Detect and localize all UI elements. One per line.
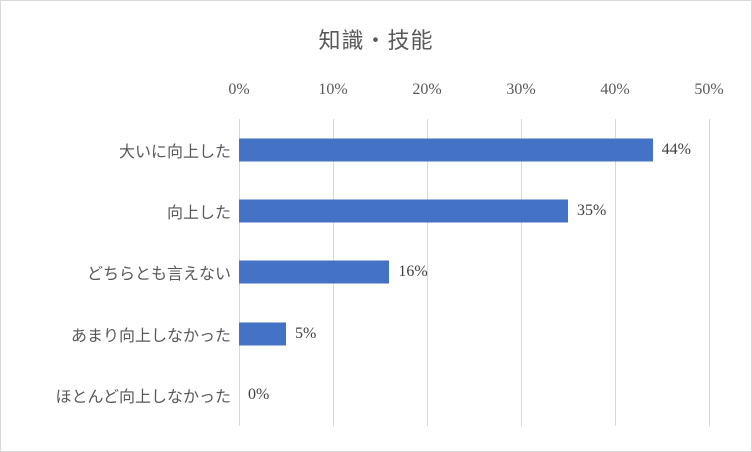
x-axis-tick-label: 0% bbox=[228, 81, 250, 98]
category-axis-labels: 大いに向上した向上したどちらとも言えないあまり向上しなかったほとんど向上しなかっ… bbox=[1, 119, 231, 426]
category-label: あまり向上しなかった bbox=[70, 327, 231, 345]
x-axis-tick-label: 20% bbox=[412, 81, 442, 98]
bar-0 bbox=[239, 138, 653, 162]
x-axis-tick-label: 50% bbox=[694, 81, 724, 98]
gridline bbox=[615, 119, 616, 426]
category-label: 向上した bbox=[166, 205, 231, 223]
bar-row: 5% bbox=[239, 303, 709, 364]
bar-3 bbox=[239, 322, 286, 346]
bar-row: 16% bbox=[239, 242, 709, 303]
x-axis-tick-label: 10% bbox=[318, 81, 348, 98]
x-axis-tick-label: 40% bbox=[600, 81, 630, 98]
bar-row: 44% bbox=[239, 119, 709, 180]
data-label: 0% bbox=[248, 386, 270, 404]
bar-1 bbox=[239, 199, 568, 223]
x-axis-tick-labels: 0% 10% 20% 30% 40% 50% bbox=[228, 81, 723, 101]
bar-2 bbox=[239, 260, 390, 284]
x-axis-tick-label: 30% bbox=[506, 81, 536, 98]
plot-area: 44% 35% 16% 5% 0% bbox=[239, 119, 710, 426]
gridline bbox=[427, 119, 428, 426]
gridline bbox=[709, 119, 710, 426]
data-label: 44% bbox=[661, 140, 691, 158]
bar-row: 0% bbox=[239, 365, 709, 426]
bar-row: 35% bbox=[239, 180, 709, 241]
category-label: どちらとも言えない bbox=[86, 266, 231, 284]
gridline bbox=[521, 119, 522, 426]
chart-title: 知識・技能 bbox=[318, 28, 434, 53]
data-label: 16% bbox=[398, 263, 428, 281]
data-label: 35% bbox=[577, 202, 607, 220]
data-label: 5% bbox=[295, 324, 317, 342]
category-label: 大いに向上した bbox=[118, 143, 231, 161]
category-label: ほとんど向上しなかった bbox=[55, 389, 231, 407]
